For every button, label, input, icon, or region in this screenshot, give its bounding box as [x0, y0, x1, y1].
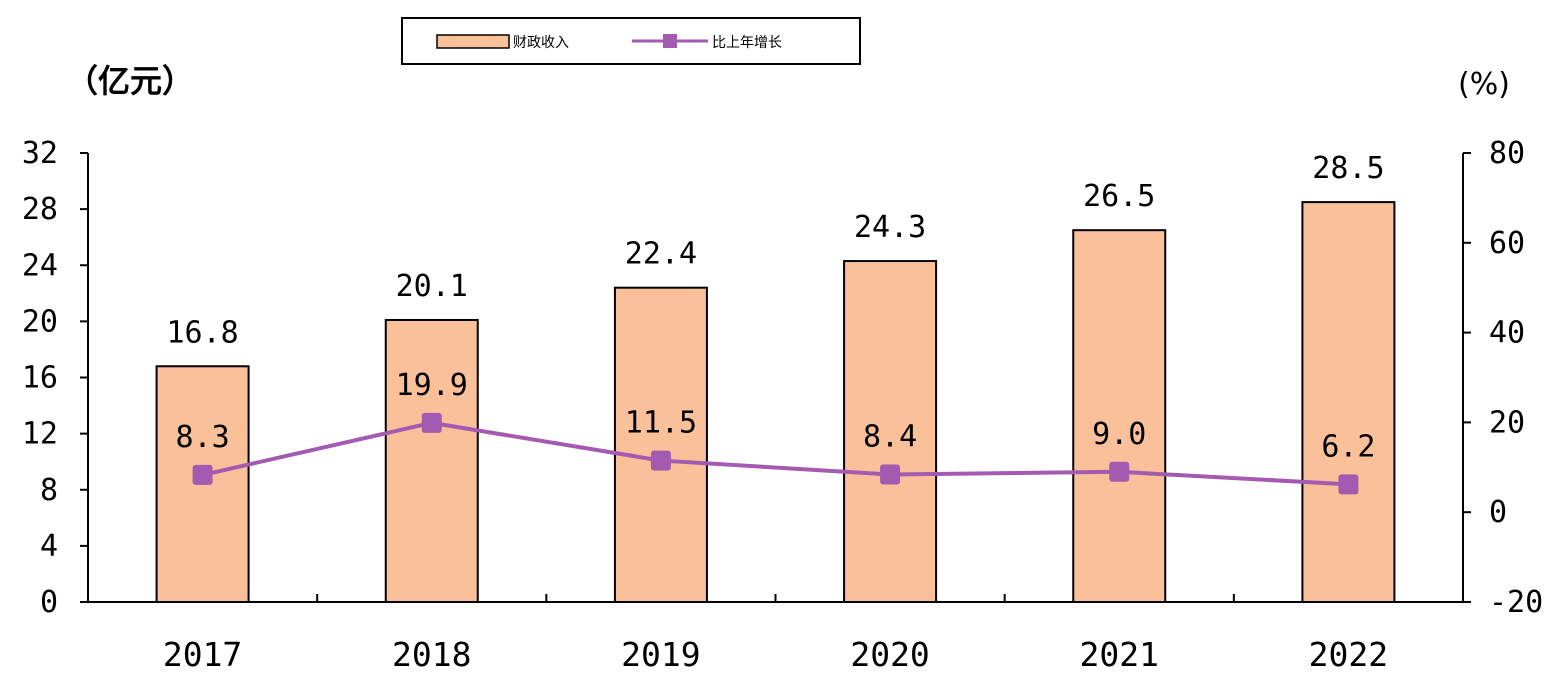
left-tick-label: 4 — [40, 529, 58, 564]
growth-value-label: 11.5 — [625, 406, 697, 441]
revenue-bar — [1301, 201, 1396, 603]
growth-marker — [1109, 461, 1130, 482]
legend-bar-swatch — [436, 34, 510, 49]
growth-marker — [1338, 474, 1359, 495]
bars — [155, 201, 1396, 603]
revenue-value-label: 26.5 — [1083, 179, 1155, 214]
revenue-bar — [613, 286, 708, 603]
revenue-bar — [384, 318, 479, 603]
growth-marker — [880, 464, 901, 485]
left-tick-label: 24 — [22, 248, 58, 283]
x-tick-label: 2017 — [163, 635, 242, 674]
growth-value-label: 8.3 — [175, 420, 229, 455]
left-tick-label: 16 — [22, 361, 58, 396]
legend-label-revenue: 财政收入 — [513, 35, 569, 51]
revenue-value-label: 24.3 — [854, 210, 926, 245]
x-tick-label: 2022 — [1309, 635, 1388, 674]
left-tick-label: 8 — [40, 473, 58, 508]
growth-marker — [192, 464, 213, 485]
growth-marker — [421, 412, 442, 433]
left-tick-label: 28 — [22, 192, 58, 227]
left-tick-label: 32 — [22, 136, 58, 171]
left-tick-label: 20 — [22, 304, 58, 339]
revenue-bar — [843, 260, 938, 603]
revenue-bar — [1072, 229, 1167, 603]
left-tick-label: 12 — [22, 417, 58, 452]
revenue-value-label: 28.5 — [1312, 151, 1384, 186]
x-tick-label: 2021 — [1080, 635, 1159, 674]
growth-line — [192, 412, 1359, 495]
axes: 0 4 8 12 16 20 24 28 32 -20 0 20 40 60 80 2017 2018 2019 2… — [22, 136, 1543, 674]
x-tick-label: 2019 — [621, 635, 700, 674]
revenue-value-label: 16.8 — [166, 315, 238, 350]
growth-value-label: 19.9 — [396, 368, 468, 403]
right-tick-label: 20 — [1489, 405, 1525, 440]
growth-value-label: 8.4 — [863, 419, 917, 454]
right-tick-label: -20 — [1489, 585, 1543, 620]
growth-polyline — [202, 420, 1349, 487]
right-tick-label: 80 — [1489, 136, 1525, 171]
right-tick-label: 0 — [1489, 495, 1507, 530]
right-tick-label: 40 — [1489, 316, 1525, 351]
x-tick-label: 2018 — [392, 635, 471, 674]
growth-value-label: 9.0 — [1092, 417, 1146, 452]
right-axis-unit: (%) — [1458, 67, 1510, 102]
right-tick-label: 60 — [1489, 226, 1525, 261]
left-tick-label: 0 — [40, 585, 58, 620]
x-tick-label: 2020 — [850, 635, 929, 674]
legend-label-growth: 比上年增长 — [712, 35, 782, 51]
revenue-value-label: 22.4 — [625, 237, 697, 272]
revenue-value-label: 20.1 — [396, 269, 468, 304]
legend: 财政收入 比上年增长 — [401, 17, 861, 65]
growth-marker — [650, 450, 671, 471]
data-labels: 16.8 20.1 22.4 24.3 26.5 28.5 8.3 19.9 11.5 8.4 9.… — [166, 151, 1384, 464]
left-axis-unit: （亿元） — [66, 62, 194, 100]
growth-value-label: 6.2 — [1321, 429, 1375, 464]
legend-marker-swatch — [663, 34, 677, 48]
